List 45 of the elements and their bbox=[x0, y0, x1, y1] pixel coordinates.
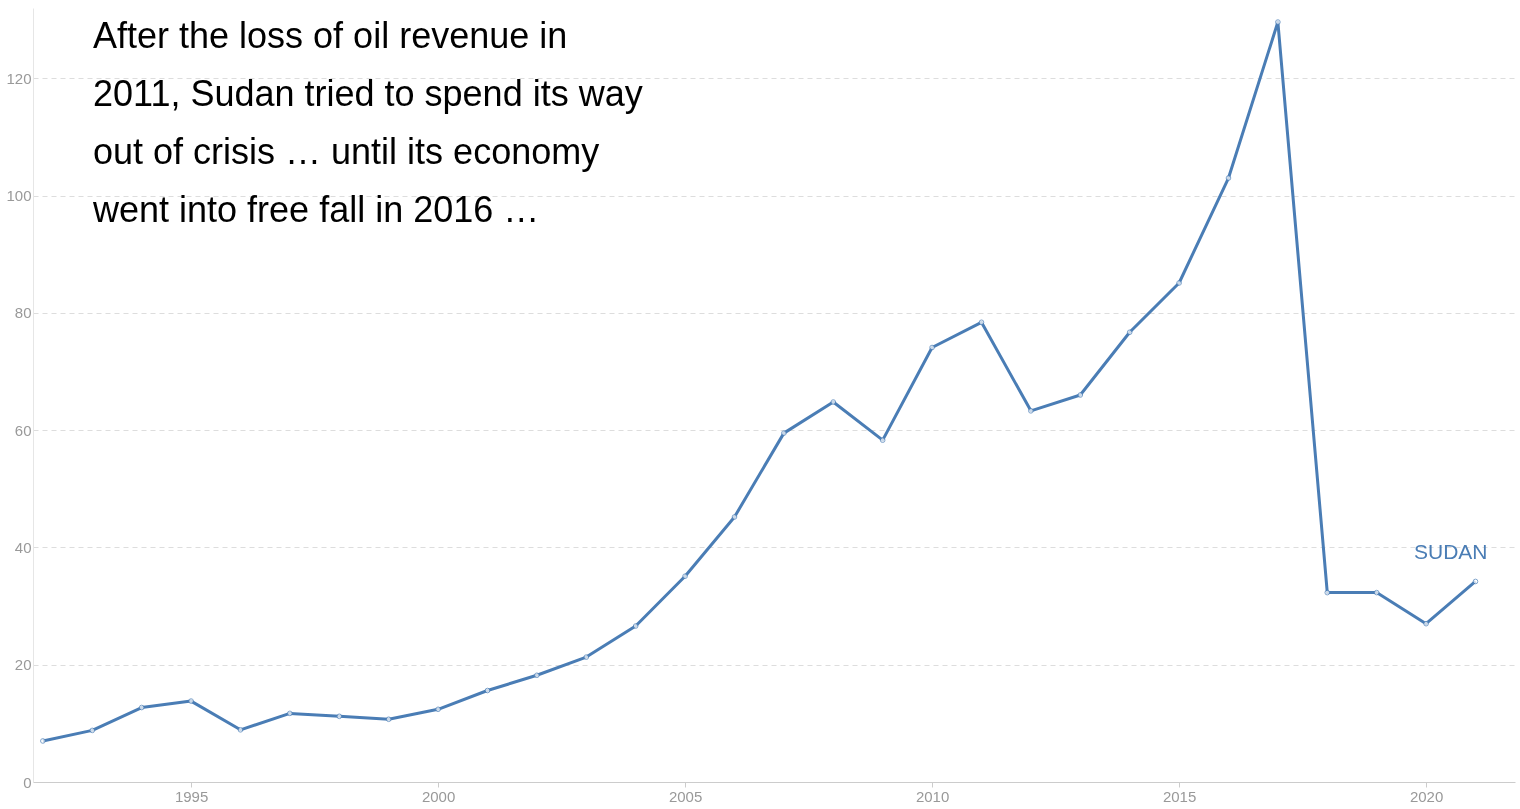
point bbox=[287, 710, 293, 717]
y-tick-label: 20 bbox=[14, 656, 32, 674]
point bbox=[89, 727, 96, 734]
point bbox=[188, 698, 194, 704]
point bbox=[534, 672, 540, 679]
point bbox=[1176, 280, 1182, 286]
point bbox=[682, 573, 688, 580]
y-tick-label: 100 bbox=[6, 187, 32, 205]
x-tick-label: 1995 bbox=[174, 787, 209, 805]
point bbox=[1423, 620, 1429, 627]
point bbox=[237, 726, 244, 733]
point bbox=[929, 344, 935, 351]
point bbox=[879, 437, 886, 443]
x-tick-label: 2020 bbox=[1409, 787, 1444, 805]
point bbox=[632, 623, 639, 629]
point bbox=[1373, 589, 1380, 596]
x-tick-label: 2000 bbox=[421, 787, 456, 805]
point bbox=[781, 430, 787, 436]
point bbox=[1126, 329, 1133, 336]
y-tick-label: 120 bbox=[6, 69, 32, 87]
point bbox=[978, 319, 985, 326]
point bbox=[484, 687, 491, 694]
point bbox=[1472, 578, 1479, 585]
point bbox=[731, 514, 738, 520]
x-tick-label: 2015 bbox=[1162, 787, 1197, 805]
y-tick-label: 60 bbox=[14, 421, 32, 439]
point bbox=[1275, 19, 1281, 25]
annotation: After the loss of oil revenue in 2011, Sudan tried to spend its way out of crisis … until its economy went into free fall in 2016 … bbox=[92, 15, 643, 230]
point bbox=[830, 399, 837, 405]
point bbox=[1324, 589, 1331, 596]
point bbox=[40, 738, 46, 744]
point bbox=[1077, 392, 1084, 398]
x-tick-label: 2010 bbox=[915, 787, 950, 805]
y-tick-label: 0 bbox=[23, 773, 32, 791]
y-tick-label: 80 bbox=[14, 304, 32, 322]
point bbox=[583, 654, 590, 660]
series-label: SUDAN bbox=[1413, 540, 1488, 564]
point bbox=[435, 706, 441, 713]
point bbox=[336, 713, 343, 720]
x-tick-label: 2005 bbox=[668, 787, 703, 805]
y-tick-label: 40 bbox=[14, 538, 32, 556]
point bbox=[138, 704, 145, 711]
point bbox=[1028, 407, 1034, 414]
point bbox=[1225, 175, 1232, 181]
point bbox=[385, 716, 392, 723]
